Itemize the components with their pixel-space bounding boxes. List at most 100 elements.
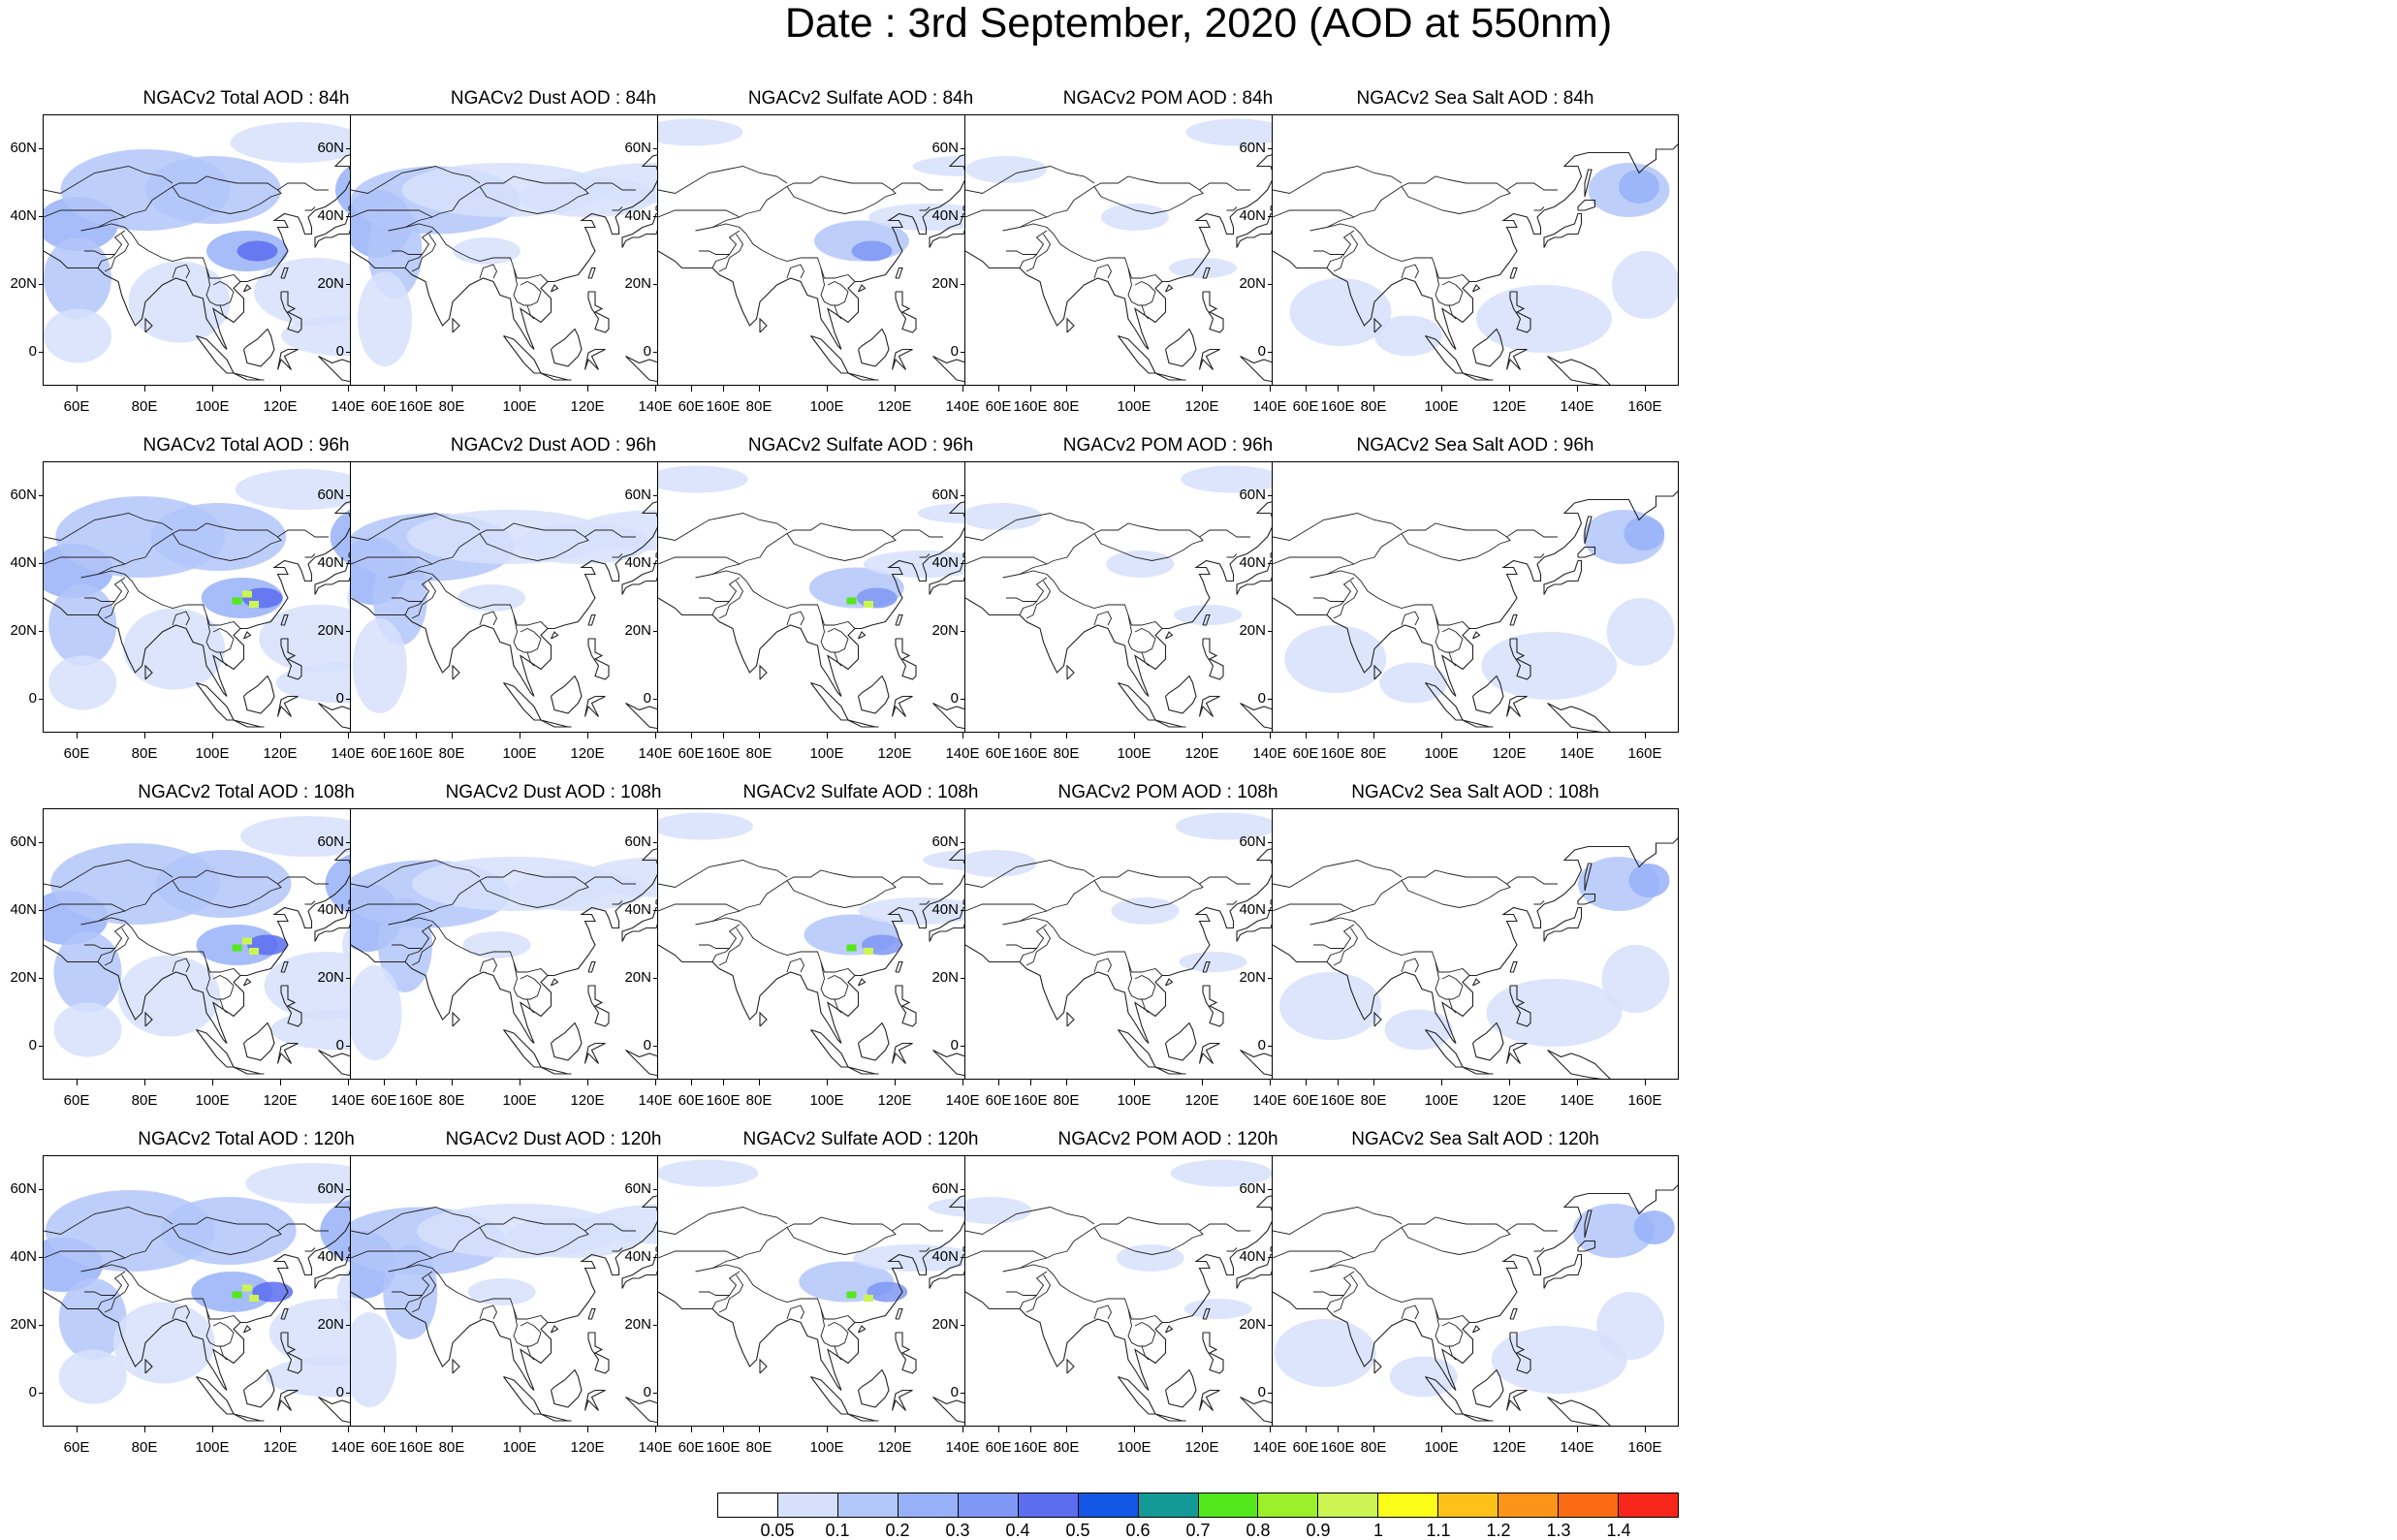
lon-tick-label: 140E — [1560, 1439, 1594, 1456]
coastline — [1547, 1050, 1611, 1079]
country-border — [612, 1247, 623, 1252]
lon-tick-label: 80E — [745, 1092, 773, 1109]
colorbar-label: 0.1 — [825, 1521, 850, 1540]
country-border — [718, 927, 744, 966]
lat-tick-label: 20N — [10, 275, 37, 292]
aod-plume — [230, 122, 366, 163]
coastline — [857, 1021, 890, 1061]
lon-tick-label: 100E — [1424, 1092, 1459, 1109]
colorbar-label: 0.7 — [1185, 1521, 1211, 1540]
coastline — [280, 1307, 289, 1320]
lat-tick — [653, 216, 658, 217]
country-border — [786, 186, 897, 214]
lon-tick — [1441, 1427, 1442, 1432]
coastline — [1584, 1210, 1593, 1239]
aod-plume — [1491, 1326, 1627, 1394]
aod-plume — [252, 1281, 294, 1303]
map-frame — [350, 461, 757, 733]
lat-tick-label: 40N — [317, 207, 344, 224]
country-border — [695, 1264, 856, 1323]
lon-tick — [759, 1427, 760, 1432]
country-border — [1273, 903, 1355, 912]
lat-tick-label: 20N — [1239, 622, 1266, 639]
country-border — [1093, 1227, 1204, 1255]
coastline — [658, 1184, 1063, 1391]
aod-plume — [237, 240, 278, 262]
lon-tick-label: 140E — [945, 745, 980, 762]
coastline — [1373, 1358, 1382, 1374]
coastline — [759, 317, 768, 333]
coastline — [1202, 1307, 1211, 1320]
lon-tick-label: 140E — [1252, 1092, 1287, 1109]
coastline — [44, 1184, 449, 1391]
coastline — [1165, 631, 1174, 640]
lat-tick-label: 60N — [317, 833, 344, 850]
aod-map — [351, 490, 756, 732]
country-border — [411, 581, 437, 619]
coastline — [857, 328, 890, 367]
aod-hotspot — [846, 597, 857, 605]
country-border — [526, 998, 535, 1014]
country-border — [695, 917, 856, 976]
lat-tick-label: 20N — [931, 1316, 959, 1333]
lon-tick — [998, 1080, 999, 1085]
country-border — [786, 611, 805, 626]
colorbar-swatch — [1198, 1493, 1259, 1517]
coastline — [583, 695, 606, 717]
country-border — [388, 917, 549, 976]
lon-tick-label: 80E — [438, 398, 465, 415]
lat-tick-label: 60N — [10, 487, 37, 503]
country-border — [658, 556, 741, 565]
lat-tick — [346, 842, 351, 843]
lon-tick-label: 160E — [1320, 1092, 1355, 1109]
aod-plume — [965, 156, 1047, 183]
aod-map — [965, 1159, 1371, 1426]
coastline — [351, 490, 756, 697]
coastline — [503, 334, 542, 374]
lon-tick — [962, 1080, 963, 1085]
country-border — [1273, 860, 1403, 888]
coastline — [1118, 1028, 1156, 1068]
aod-map — [1273, 1184, 1678, 1426]
panel-title: NGACv2 POM AOD : 120h — [1057, 1129, 1278, 1149]
lat-tick-label: 40N — [1239, 554, 1266, 571]
lat-tick-label: 20N — [317, 1316, 344, 1333]
country-border — [1333, 234, 1359, 272]
coastline — [1471, 1368, 1504, 1408]
aod-plume — [44, 308, 111, 363]
coastline — [503, 1028, 542, 1068]
coastline — [1202, 960, 1211, 973]
lon-tick — [1645, 733, 1646, 739]
country-border — [1002, 917, 1163, 976]
country-border — [1326, 910, 1355, 922]
country-border — [1353, 1216, 1558, 1259]
lon-tick-label: 160E — [706, 1439, 741, 1456]
lon-tick — [655, 1427, 656, 1432]
lat-tick — [39, 699, 44, 700]
colorbar-swatch — [1258, 1493, 1319, 1517]
country-border — [44, 860, 173, 888]
country-border — [919, 206, 930, 211]
country-border — [44, 1250, 126, 1259]
lon-tick — [1338, 386, 1339, 392]
country-border — [658, 513, 788, 541]
lon-tick — [212, 386, 213, 392]
country-border — [699, 924, 741, 949]
lon-tick-label: 160E — [706, 745, 741, 762]
lat-tick-label: 40N — [931, 901, 959, 918]
country-border — [965, 903, 1048, 912]
lon-tick-label: 120E — [263, 745, 298, 762]
coastline — [196, 681, 235, 721]
coastline — [452, 664, 460, 680]
lon-tick-label: 60E — [678, 1439, 705, 1456]
aod-plume — [965, 503, 1042, 530]
coastline — [587, 267, 596, 279]
lon-tick — [1373, 1080, 1374, 1085]
coastline — [1373, 1011, 1382, 1027]
lon-tick-label: 100E — [1424, 398, 1459, 415]
country-border — [1326, 1295, 1344, 1309]
country-border — [658, 903, 741, 912]
country-border — [44, 903, 126, 912]
aod-hotspot — [242, 937, 252, 945]
lon-tick — [77, 1427, 78, 1432]
